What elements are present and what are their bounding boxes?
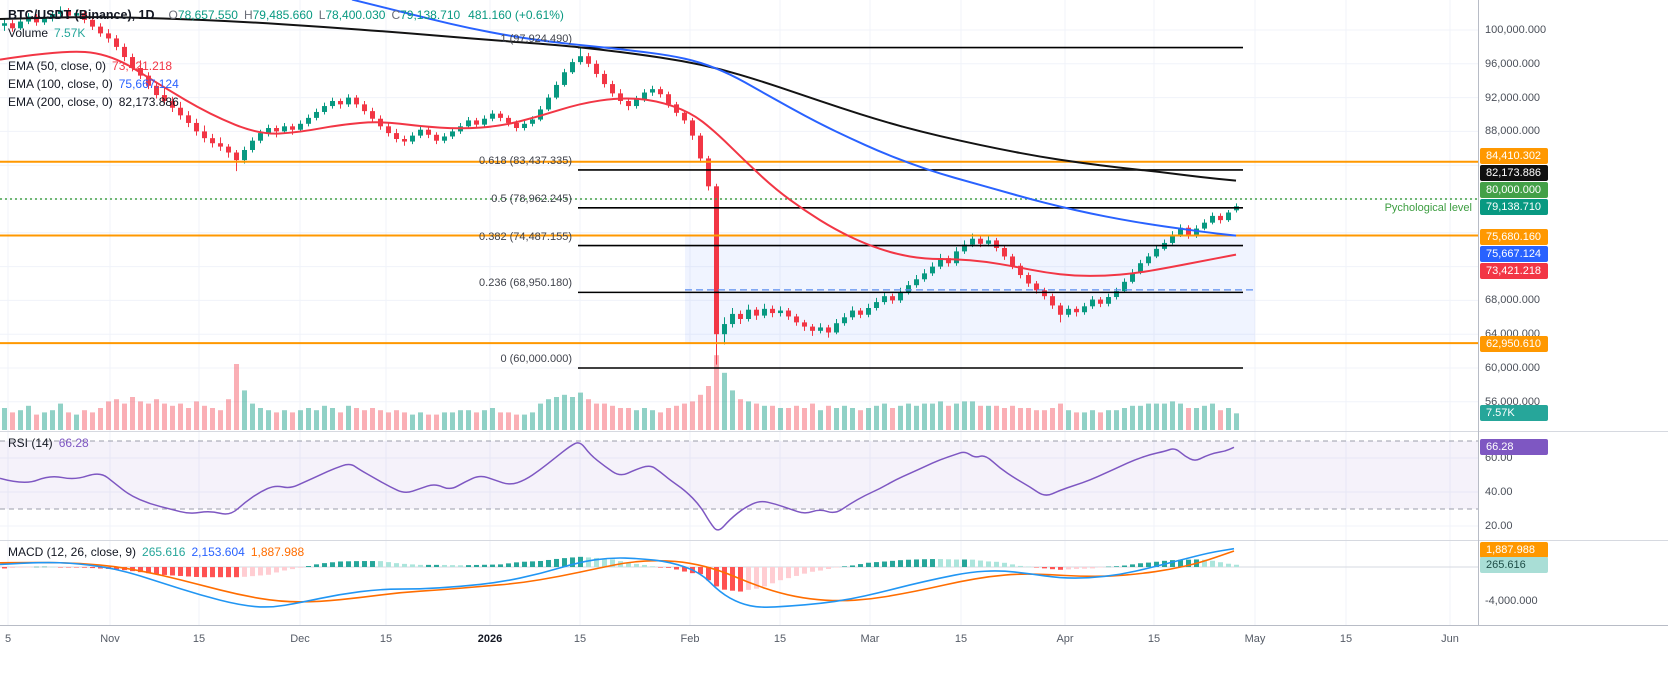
macd-hist-value: 265.616 — [142, 545, 186, 559]
price-axis-badge: 75,667.124 — [1480, 246, 1548, 262]
price-axis-badge: 62,950.610 — [1480, 336, 1548, 352]
price-axis-label: 60,000.000 — [1485, 362, 1541, 374]
ohlc-high-label: H — [243, 8, 253, 22]
ema50-legend-row[interactable]: EMA (50, close, 0) 73,421.218 — [8, 57, 564, 75]
price-axis-badge: 79,138.710 — [1480, 199, 1548, 215]
time-axis-label: Dec — [290, 633, 310, 645]
macd-signal-value: 1,887.988 — [250, 545, 305, 559]
price-axis-label: 40.00 — [1485, 486, 1513, 498]
time-axis[interactable]: 5 Nov 15 Dec 15 2026 15 Feb 15 Mar 15 Apr 15 May 15 Jun — [0, 626, 1668, 652]
volume-label: Volume — [8, 26, 49, 40]
price-axis-badge: 80,000.000 — [1480, 182, 1548, 198]
time-axis-label: Jun — [1441, 633, 1459, 645]
fib-level-label: 0.5 (78,962.245) — [491, 192, 572, 205]
price-axis-label: -4,000.000 — [1485, 595, 1538, 607]
price-axis-badge: 82,173.886 — [1480, 165, 1548, 181]
macd-label: MACD (12, 26, close, 9) — [8, 545, 137, 559]
time-axis-label: 5 — [4, 633, 12, 645]
rsi-label: RSI (14) — [8, 436, 53, 450]
fib-level-label: 1 (97,924.490) — [500, 32, 572, 45]
time-axis-label: 15 — [773, 633, 787, 645]
price-axis-badge: 84,410.302 — [1480, 148, 1548, 164]
ohlc-open: 78,657.550 — [177, 8, 238, 22]
symbol-legend-row[interactable]: BTC/USDT (Binance), 1D O78,657.550 H79,485… — [8, 6, 564, 24]
macd-line-value: 2,153.604 — [191, 545, 245, 559]
price-axis-label: 92,000.000 — [1485, 92, 1541, 104]
price-axis-badge: 73,421.218 — [1480, 263, 1548, 279]
ema100-label: EMA (100, close, 0) — [8, 77, 113, 91]
ema100-value: 75,667.124 — [118, 77, 179, 91]
ohlc-high: 79,485.660 — [252, 8, 313, 22]
rsi-value: 66.28 — [58, 436, 89, 450]
ohlc-low: 78,400.030 — [325, 8, 386, 22]
time-axis-label: 15 — [192, 633, 206, 645]
price-axis-badge: 265.616 — [1480, 557, 1548, 573]
time-axis-label: 15 — [954, 633, 968, 645]
ema100-legend-row[interactable]: EMA (100, close, 0) 75,667.124 — [8, 75, 564, 93]
volume-value: 7.57K — [54, 26, 86, 40]
price-axis-badge: 1,887.988 — [1480, 542, 1548, 558]
time-axis-label: 15 — [1339, 633, 1353, 645]
ohlc-open-label: O — [168, 8, 178, 22]
price-axis-label: 20.00 — [1485, 520, 1513, 532]
price-axis-label: 96,000.000 — [1485, 58, 1541, 70]
volume-legend-row[interactable]: Volume 7.57K — [8, 24, 564, 42]
legend-spacer — [8, 42, 564, 57]
ema200-legend-row[interactable]: EMA (200, close, 0) 82,173.886 — [8, 93, 564, 111]
price-axis[interactable]: 100,000.000 96,000.000 92,000.000 88,000.00… — [1478, 0, 1668, 625]
price-axis-label: 88,000.000 — [1485, 125, 1541, 137]
ema50-value: 73,421.218 — [112, 59, 173, 73]
time-axis-label: Feb — [680, 633, 700, 645]
ohlc-low-label: L — [318, 8, 326, 22]
time-axis-label: 15 — [573, 633, 587, 645]
time-axis-label: May — [1244, 633, 1266, 645]
fib-level-label: 0 (60,000.000) — [500, 353, 572, 365]
ohlc-close: 79,138.710 — [400, 8, 461, 22]
price-change: 481.160 (+0.61%) — [468, 8, 564, 22]
symbol-title: BTC/USDT (Binance), 1D — [8, 8, 155, 22]
price-axis-badge: 75,680.160 — [1480, 229, 1548, 245]
ema200-label: EMA (200, close, 0) — [8, 95, 113, 109]
fib-level-label: 0.236 (68,950.180) — [479, 277, 572, 290]
fib-level-label: 0.382 (74,487.155) — [479, 230, 572, 243]
ohlc-close-label: C — [391, 8, 401, 22]
main-chart-legend: BTC/USDT (Binance), 1D O78,657.550 H79,485… — [8, 6, 564, 111]
ema200-value: 82,173.886 — [118, 95, 179, 109]
time-axis-label: 15 — [1147, 633, 1161, 645]
price-axis-label: 100,000.000 — [1485, 24, 1547, 36]
price-axis-label: 60.00 — [1485, 452, 1513, 464]
price-axis-badge: 7.57K — [1480, 405, 1548, 421]
price-axis-badge: 66.28 — [1480, 439, 1548, 455]
psychological-level-label: Pychological level — [1384, 202, 1472, 214]
time-axis-label: Mar — [860, 633, 880, 645]
rsi-legend-row[interactable]: RSI (14) 66.28 — [8, 436, 89, 450]
macd-legend-row[interactable]: MACD (12, 26, close, 9) 265.616 2,153.604 1… — [8, 545, 304, 559]
ema50-label: EMA (50, close, 0) — [8, 59, 107, 73]
time-axis-label: 2026 — [477, 633, 503, 645]
time-axis-label: Apr — [1056, 633, 1074, 645]
price-axis-label: 68,000.000 — [1485, 294, 1541, 306]
fib-level-label: 0.618 (83,437.335) — [479, 154, 572, 167]
time-axis-label: Nov — [100, 633, 120, 645]
time-axis-label: 15 — [379, 633, 393, 645]
